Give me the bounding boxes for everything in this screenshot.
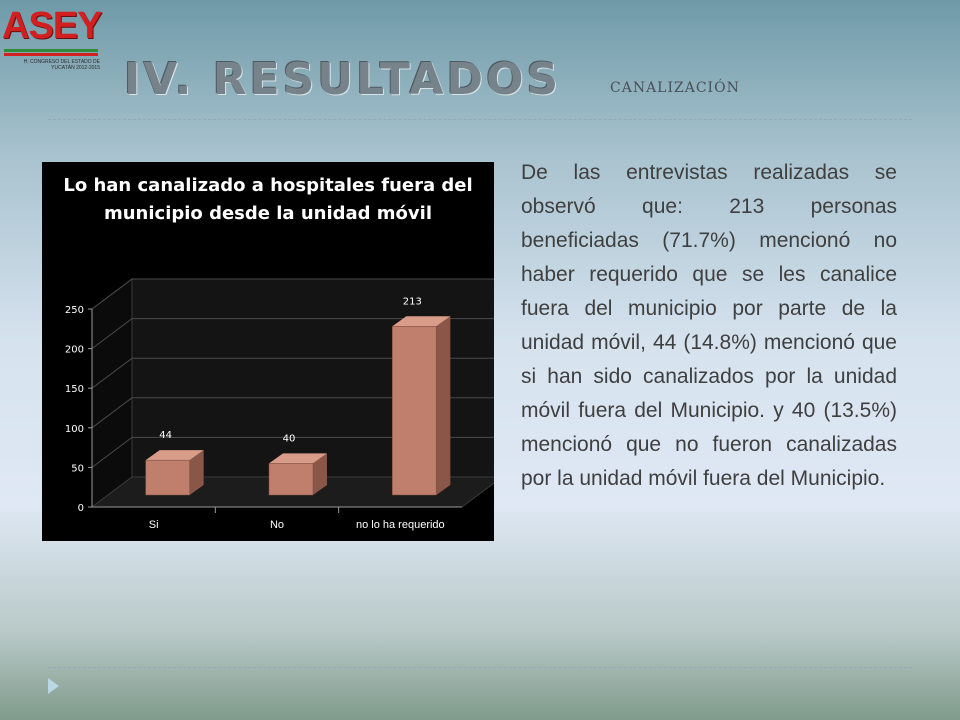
bar-top — [392, 316, 451, 327]
chart-gridline — [91, 397, 494, 429]
logo-wordmark: ASEY — [2, 5, 102, 47]
y-tick-label: 250 — [65, 305, 84, 316]
chart-gridline — [91, 278, 494, 310]
results-paragraph: De las entrevistas realizadas se observó… — [521, 161, 897, 490]
bar — [268, 463, 314, 496]
logo-green-stripe — [4, 49, 98, 52]
bar-side — [189, 450, 204, 495]
data-label: 40 — [283, 433, 296, 444]
chart-gridline — [91, 357, 494, 389]
x-category-label: Si — [149, 519, 159, 531]
chart-title: Lo han canalizado a hospitales fuera del… — [63, 175, 473, 224]
logo-red-stripe — [4, 53, 98, 56]
data-label: 44 — [159, 430, 172, 441]
y-tick-label: 150 — [65, 384, 84, 395]
bar-top — [145, 450, 204, 461]
y-tick-label: 50 — [71, 463, 84, 474]
data-label: 213 — [403, 296, 422, 307]
bar-chart: Lo han canalizado a hospitales fuera del… — [42, 162, 494, 541]
bar — [145, 459, 190, 496]
next-slide-arrow-icon[interactable] — [48, 678, 59, 694]
bar-side — [436, 316, 451, 495]
asey-logo: ASEY H. CONGRESO DEL ESTADO DE YUCATÁN 2… — [2, 4, 102, 74]
logo-subtext: H. CONGRESO DEL ESTADO DE YUCATÁN 2012-2… — [23, 59, 100, 71]
y-tick-label: 100 — [65, 424, 84, 435]
section-subtitle: CANALIZACIÓN — [610, 80, 740, 96]
chart-gridline — [91, 436, 494, 468]
top-divider — [48, 119, 912, 120]
bar-top — [269, 453, 327, 464]
chart-plot-area: 0 50 100 150 200 250 44 Si 40 No 213 no lo ha reque… — [65, 278, 494, 531]
chart-side-wall — [91, 278, 133, 508]
x-category-label: No — [270, 519, 284, 531]
bar-side — [313, 453, 327, 495]
y-tick-label: 0 — [78, 503, 84, 514]
bottom-divider — [48, 667, 912, 668]
bar — [392, 326, 437, 496]
y-tick-label: 200 — [65, 345, 84, 356]
x-category-label: no lo ha requerido — [356, 519, 445, 531]
chart-gridline — [91, 318, 494, 350]
page-title: IV. RESULTADOS — [124, 54, 562, 105]
